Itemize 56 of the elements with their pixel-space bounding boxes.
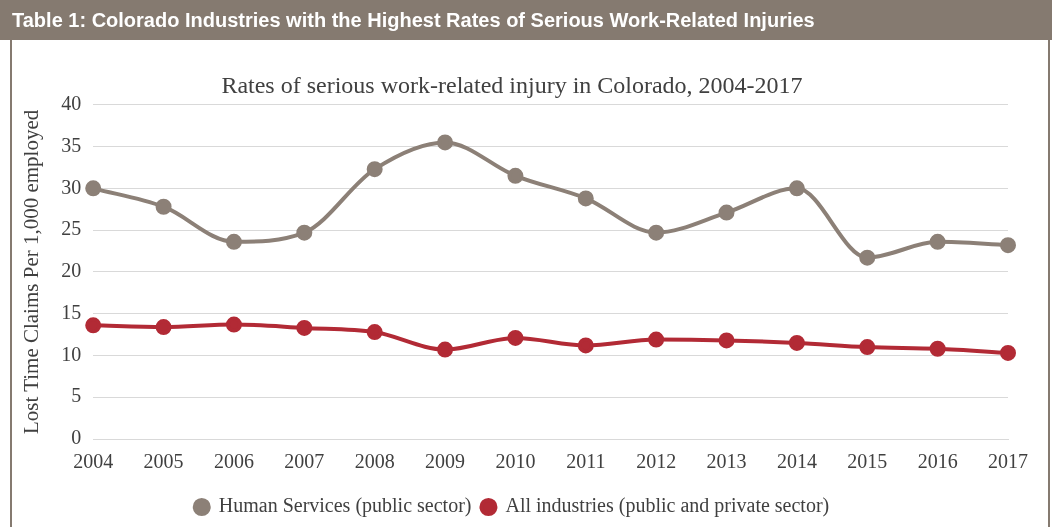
point: [1000, 344, 1016, 361]
y-tick-label: 15: [61, 300, 82, 323]
y-tick-label: 30: [61, 175, 82, 198]
point: [366, 324, 383, 341]
x-tick-label: 2005: [143, 450, 184, 473]
y-tick-label: 20: [61, 259, 82, 282]
point: [85, 317, 102, 334]
y-tick-label: 25: [61, 217, 82, 240]
point: [859, 249, 876, 266]
point: [577, 337, 594, 354]
point: [718, 332, 735, 349]
point: [788, 180, 805, 197]
point: [929, 340, 946, 357]
point: [366, 161, 383, 178]
point: [85, 180, 102, 197]
y-tick-label: 0: [71, 426, 82, 449]
x-tick-label: 2009: [425, 450, 466, 473]
x-tick-label: 2011: [566, 450, 606, 473]
point: [225, 233, 242, 250]
y-tick-label: 35: [61, 133, 82, 156]
legend-label: Human Services (public sector): [218, 494, 472, 518]
x-tick-label: 2013: [706, 450, 747, 473]
x-tick-label: 2008: [354, 450, 395, 473]
x-tick-label: 2004: [73, 450, 114, 473]
point: [296, 224, 313, 241]
point: [507, 167, 524, 184]
point: [718, 204, 735, 221]
x-tick-label: 2012: [636, 450, 677, 473]
y-tick-label: 10: [61, 342, 82, 365]
y-tick-label: 5: [71, 384, 82, 407]
point: [437, 341, 454, 358]
point: [648, 224, 665, 241]
y-tick-label: 40: [61, 92, 82, 115]
point: [296, 319, 313, 336]
point: [577, 190, 594, 207]
point: [788, 334, 805, 351]
point: [155, 198, 172, 215]
x-tick-label: 2006: [213, 450, 254, 473]
x-tick-label: 2007: [284, 450, 325, 473]
point: [929, 233, 946, 250]
x-tick-label: 2015: [847, 450, 888, 473]
x-tick-label: 2016: [917, 450, 958, 473]
chart-subtitle: Rates of serious work-related injury in Colorado, 2004-2017: [221, 71, 803, 98]
point: [225, 316, 242, 333]
legend-label: All industries (public and private sector): [505, 494, 830, 518]
point: [1000, 237, 1016, 254]
x-tick-label: 2014: [776, 450, 817, 473]
chart-title: Table 1: Colorado Industries with the Highest Rates of Serious Work-Related Injuries: [0, 0, 1052, 40]
point: [437, 134, 454, 151]
point: [648, 331, 665, 348]
point: [507, 329, 524, 346]
x-tick-label: 2017: [988, 450, 1028, 473]
point: [859, 339, 876, 356]
x-tick-label: 2010: [495, 450, 536, 473]
point: [155, 319, 172, 336]
y-axis-title: Lost Time Claims Per 1,000 employed: [19, 109, 44, 435]
